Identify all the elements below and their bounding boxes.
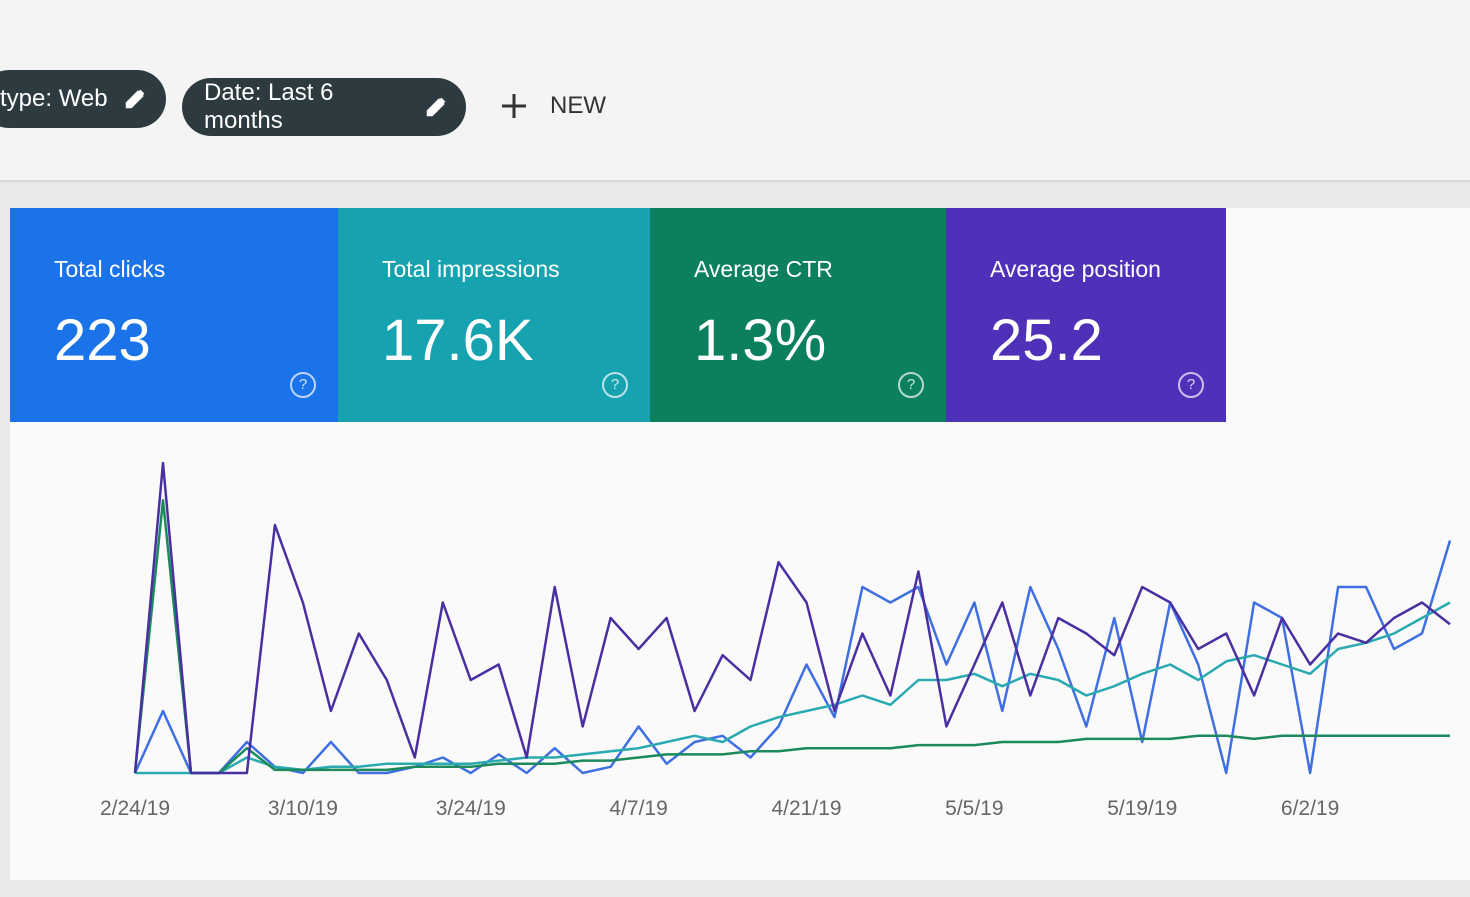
metric-value: 17.6K	[382, 308, 534, 373]
filter-chip[interactable]: Date: Last 6 months	[182, 78, 466, 136]
help-icon[interactable]: ?	[290, 372, 316, 398]
x-tick-label: 6/2/19	[1281, 797, 1339, 820]
filter-bar: type: Web Date: Last 6 months NEW	[0, 0, 1470, 182]
metric-value: 223	[54, 308, 151, 373]
filter-chip[interactable]: type: Web	[0, 70, 166, 128]
metric-cards: Total clicks 223? Total impressions 17.6K? A…	[10, 208, 1226, 422]
edit-icon	[426, 97, 446, 117]
x-tick-label: 5/5/19	[945, 797, 1003, 820]
metric-card[interactable]: Average CTR 1.3%?	[650, 208, 946, 422]
series-line	[133, 461, 1451, 775]
edit-icon	[125, 89, 145, 109]
metric-card[interactable]: Total clicks 223?	[10, 208, 338, 422]
x-tick-label: 3/24/19	[436, 797, 506, 820]
performance-panel: 2/24/19 3/10/19 3/24/19 4/7/19 4/21/19 5/5/19…	[10, 208, 1470, 880]
series-line	[135, 601, 1451, 775]
metric-label: Total impressions	[382, 256, 560, 282]
x-tick-label: 4/21/19	[771, 797, 841, 820]
chip-label: type: Web	[0, 85, 108, 112]
x-tick-label: 5/19/19	[1107, 797, 1177, 820]
help-icon[interactable]: ?	[898, 372, 924, 398]
help-icon[interactable]: ?	[1178, 372, 1204, 398]
help-icon[interactable]: ?	[602, 372, 628, 398]
metric-label: Total clicks	[54, 256, 166, 282]
metric-value: 25.2	[990, 308, 1103, 373]
plus-icon	[502, 94, 526, 118]
chip-label: Date: Last 6 months	[204, 79, 334, 134]
metric-card[interactable]: Average position 25.2?	[946, 208, 1226, 422]
metric-label: Average position	[990, 256, 1161, 282]
x-tick-label: 2/24/19	[100, 797, 170, 820]
metric-card[interactable]: Total impressions 17.6K?	[338, 208, 650, 422]
series-line	[133, 498, 1450, 775]
new-filter-button[interactable]: NEW	[500, 92, 606, 120]
x-tick-label: 4/7/19	[609, 797, 667, 820]
performance-chart: 2/24/19 3/10/19 3/24/19 4/7/19 4/21/19 5/5/19…	[100, 461, 1452, 820]
x-tick-label: 3/10/19	[268, 797, 338, 820]
new-label: NEW	[550, 92, 606, 119]
metric-value: 1.3%	[694, 308, 827, 373]
metric-label: Average CTR	[694, 256, 833, 282]
